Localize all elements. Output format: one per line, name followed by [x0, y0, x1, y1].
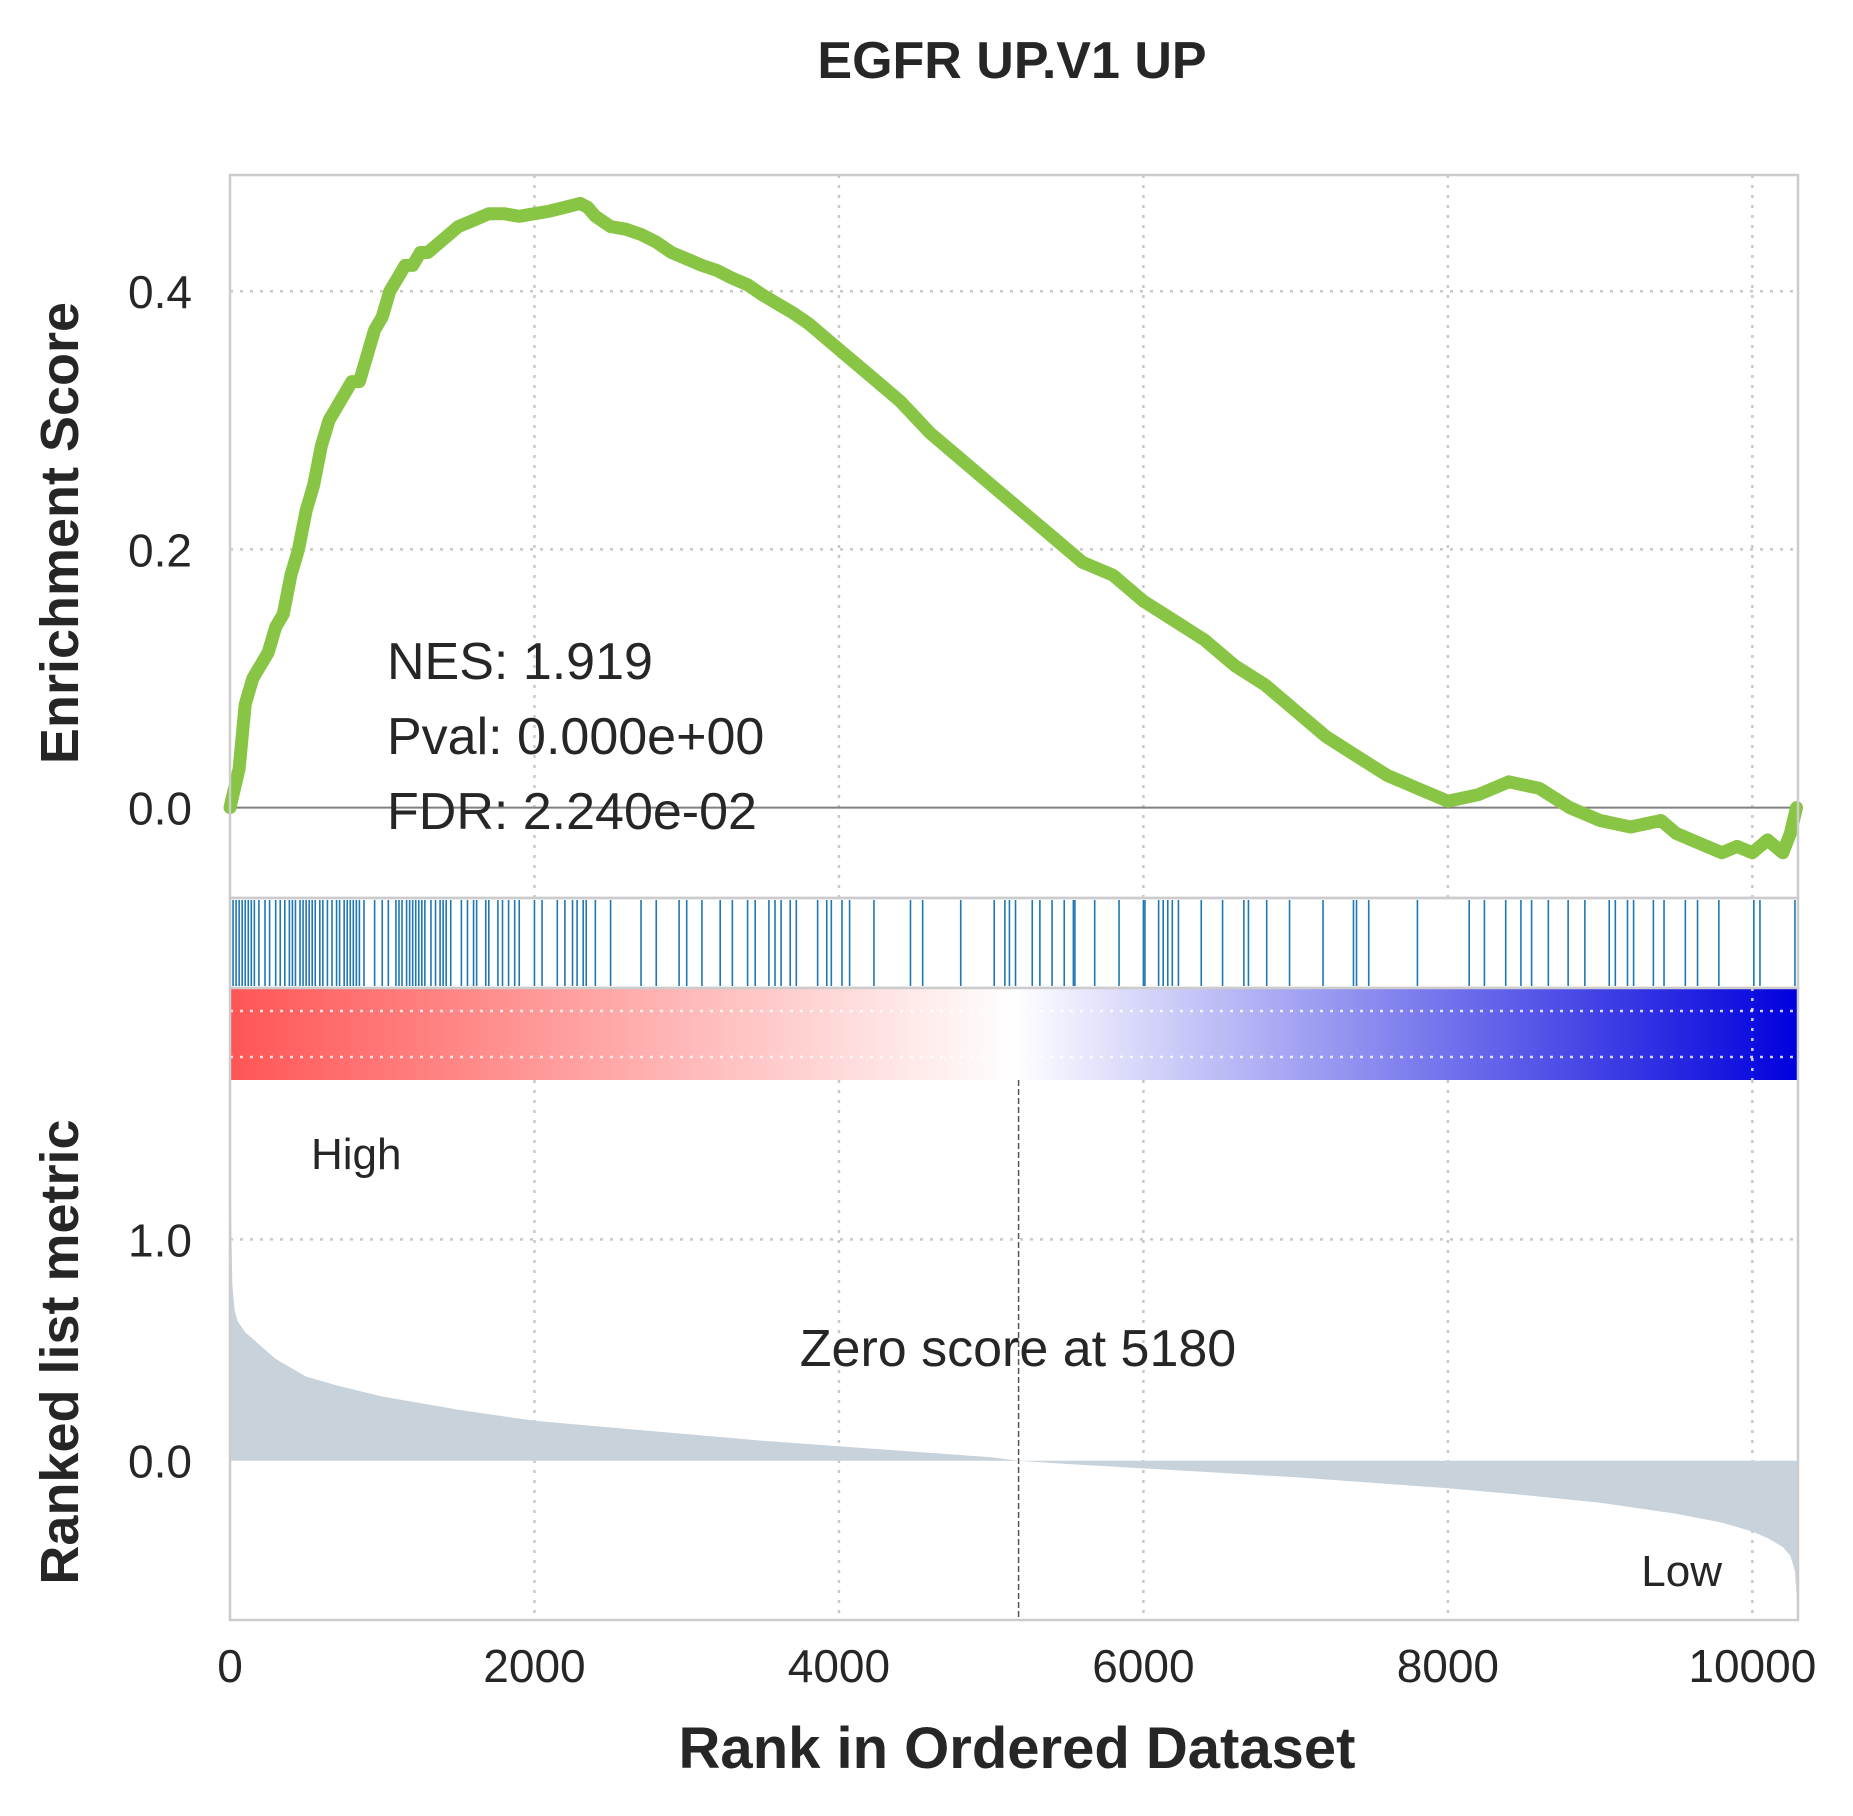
ranked-metric-grid: [230, 1080, 1798, 1620]
x-tick-label: 2000: [483, 1640, 585, 1692]
pval-annotation: Pval: 0.000e+00: [387, 708, 764, 766]
enrichment-y-tick-label: 0.2: [128, 524, 192, 576]
enrichment-y-axis-label: Enrichment Score: [30, 302, 90, 764]
x-axis-ticks: 0 2000 4000 6000 8000 10000: [217, 1640, 1816, 1692]
enrichment-grid: [230, 175, 1798, 898]
x-tick-label: 8000: [1397, 1640, 1499, 1692]
rank-colorbar: [230, 988, 1798, 1080]
gene-hits-panel: [228, 896, 1800, 990]
enrichment-panel: 0.0 0.2 0.4 NES: 1.919 Pval: 0.000e+00 FDR…: [30, 173, 1803, 900]
enrichment-y-tick-label: 0.4: [128, 266, 192, 318]
ranked-metric-frame: [228, 986, 1800, 1622]
colorbar-grid: [230, 988, 1798, 1080]
zero-score-label: Zero score at 5180: [800, 1320, 1236, 1378]
enrichment-y-ticks: 0.0 0.2 0.4: [128, 266, 192, 834]
gene-hit-marks: [232, 900, 1796, 986]
enrichment-score-line: [223, 196, 1803, 860]
chart-title: EGFR UP.V1 UP: [817, 32, 1206, 90]
ranked-metric-y-tick-label: 1.0: [128, 1214, 192, 1266]
x-tick-label: 0: [217, 1640, 243, 1692]
rank-colorbar-gradient: [230, 988, 1798, 1080]
high-label: High: [311, 1130, 402, 1179]
x-tick-label: 10000: [1688, 1640, 1816, 1692]
low-label: Low: [1641, 1547, 1722, 1596]
nes-annotation: NES: 1.919: [387, 633, 653, 691]
ranked-metric-y-axis-label: Ranked list metric: [30, 1119, 90, 1584]
fdr-annotation: FDR: 2.240e-02: [387, 783, 757, 841]
enrichment-y-tick-label: 0.0: [128, 783, 192, 835]
ranked-metric-panel: 0.0 1.0 High Low Zero score at 5180 Ranke…: [30, 986, 1800, 1622]
gene-hits-frame: [228, 896, 1800, 990]
ranked-metric-y-tick-label: 0.0: [128, 1436, 192, 1488]
x-tick-label: 6000: [1092, 1640, 1194, 1692]
x-axis-label: Rank in Ordered Dataset: [679, 1716, 1356, 1781]
x-tick-label: 4000: [788, 1640, 890, 1692]
ranked-metric-y-ticks: 0.0 1.0: [128, 1214, 192, 1487]
